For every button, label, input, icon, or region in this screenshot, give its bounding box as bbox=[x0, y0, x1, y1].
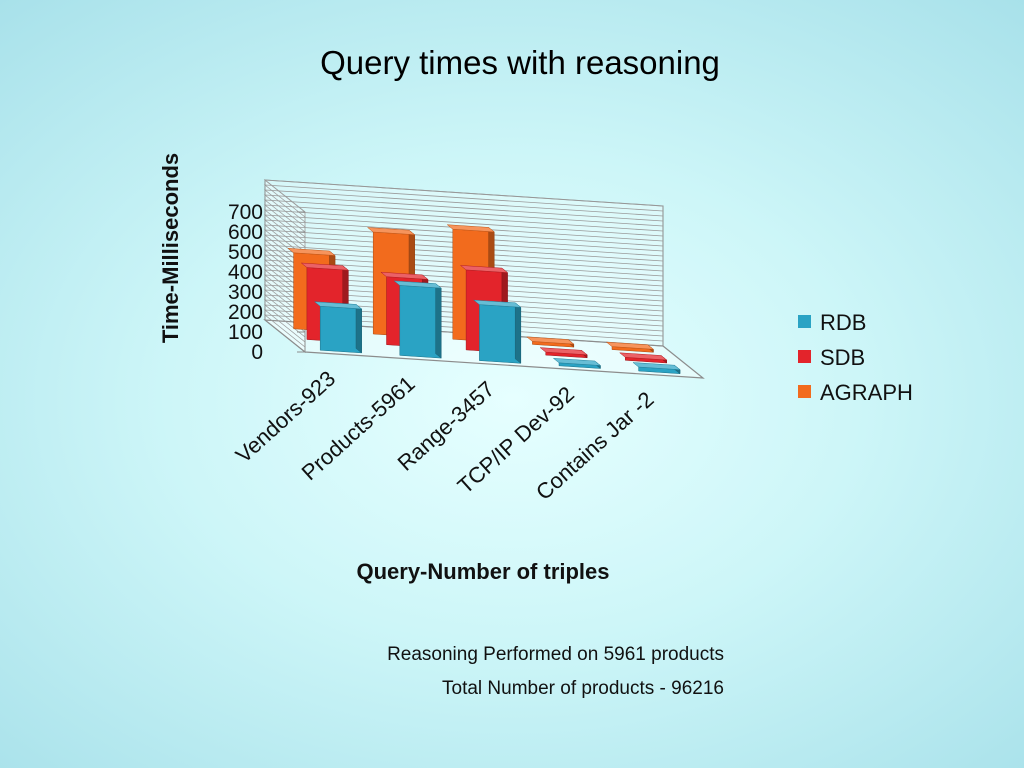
chart-title: Query times with reasoning bbox=[320, 44, 720, 81]
notes: Reasoning Performed on 5961 products Tot… bbox=[387, 638, 724, 706]
y-tick-label: 300 bbox=[228, 281, 263, 304]
legend: RDB SDB AGRAPH bbox=[798, 310, 913, 405]
y-tick-label: 400 bbox=[228, 261, 263, 284]
bar-rdb-1 bbox=[393, 280, 442, 359]
bar-rdb-4 bbox=[632, 362, 681, 375]
legend-swatch-agraph bbox=[798, 385, 811, 398]
legend-label-rdb: RDB bbox=[820, 310, 866, 335]
x-axis-title: Query-Number of triples bbox=[356, 559, 609, 584]
y-tick-label: 700 bbox=[228, 201, 263, 224]
y-axis-title: Time-Milliseconds bbox=[158, 153, 183, 343]
legend-label-sdb: SDB bbox=[820, 345, 865, 370]
bar-rdb-0 bbox=[313, 301, 363, 354]
note-total: Total Number of products - 96216 bbox=[442, 678, 724, 699]
bar-agraph-3 bbox=[526, 336, 575, 348]
y-tick-label: 0 bbox=[251, 341, 263, 364]
legend-label-agraph: AGRAPH bbox=[820, 380, 913, 405]
x-axis-categories: Vendors-923Products-5961Range-3457TCP/IP… bbox=[231, 366, 659, 505]
y-tick-label: 200 bbox=[228, 301, 263, 324]
bars bbox=[287, 224, 681, 375]
bar-sdb-3 bbox=[539, 347, 588, 359]
bar-sdb-4 bbox=[618, 352, 668, 364]
y-tick-label: 500 bbox=[228, 241, 263, 264]
legend-swatch-sdb bbox=[798, 350, 811, 363]
legend-swatch-rdb bbox=[798, 315, 811, 328]
bar-agraph-4 bbox=[605, 341, 655, 353]
y-tick-label: 600 bbox=[228, 221, 263, 244]
chart: Query times with reasoning 0100200300400… bbox=[158, 44, 913, 584]
y-tick-label: 100 bbox=[228, 321, 263, 344]
note-reasoning: Reasoning Performed on 5961 products bbox=[387, 644, 724, 665]
bar-rdb-3 bbox=[552, 357, 602, 370]
bar-rdb-2 bbox=[473, 299, 522, 364]
